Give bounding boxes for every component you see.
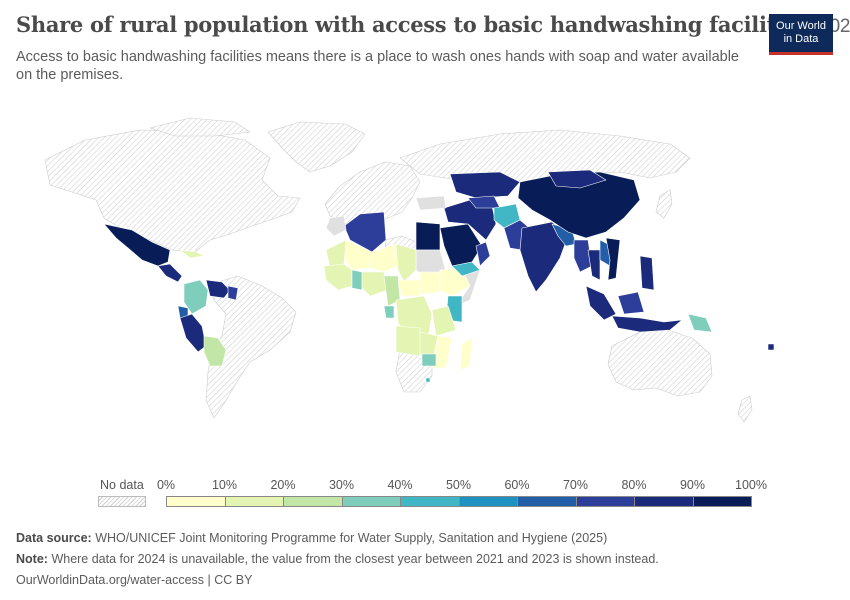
legend-bin[interactable] (166, 496, 226, 507)
note-text: Where data for 2024 is unavailable, the … (51, 552, 659, 566)
venezuela (205, 279, 231, 299)
philippines (639, 255, 655, 291)
url-row: OurWorldinData.org/water-access | CC BY (16, 570, 659, 591)
north-america (44, 129, 301, 253)
legend-bin[interactable] (458, 496, 518, 507)
legend-tick-label: 20% (270, 478, 296, 492)
logo-line-1: Our World (776, 20, 826, 32)
gabon (383, 305, 395, 319)
south-sudan (419, 271, 441, 295)
west-africa-coast (323, 263, 353, 291)
borneo (617, 291, 645, 315)
zimbabwe (421, 353, 437, 367)
japan (655, 189, 673, 219)
chart-title: Share of rural population with access to… (16, 12, 850, 38)
egypt (415, 221, 441, 251)
caribbean-cuba (179, 249, 205, 259)
peru (179, 313, 207, 353)
source-text[interactable]: WHO/UNICEF Joint Monitoring Programme fo… (95, 531, 608, 545)
footer: Data source: WHO/UNICEF Joint Monitoring… (16, 528, 659, 591)
legend-bin[interactable] (517, 496, 577, 507)
guyana (227, 285, 239, 301)
niger (369, 243, 403, 273)
source-row: Data source: WHO/UNICEF Joint Monitoring… (16, 528, 659, 549)
legend-tick-label: 0% (156, 478, 176, 492)
malaysia-sumatra (585, 285, 617, 321)
legend-tick-label: 100% (735, 478, 767, 492)
bolivia (203, 335, 227, 367)
china (517, 171, 641, 239)
arctic-islands (149, 117, 251, 137)
no-data-label: No data (100, 478, 144, 492)
source-url[interactable]: OurWorldinData.org/water-access | CC BY (16, 573, 253, 587)
new-zealand (737, 395, 753, 423)
legend-tick-label: 10% (211, 478, 238, 492)
kazakhstan (449, 171, 521, 199)
turkey-region (415, 195, 447, 211)
tanzania (431, 305, 457, 337)
madagascar (459, 337, 473, 371)
south-america-nodata (205, 275, 297, 419)
title-text: Share of rural population with access to… (16, 12, 809, 37)
legend-bin[interactable] (224, 496, 284, 507)
legend-bin[interactable] (400, 496, 460, 507)
thailand (587, 249, 601, 281)
myanmar (573, 239, 593, 273)
no-data-swatch (98, 496, 146, 507)
morocco (325, 215, 347, 237)
legend-bin[interactable] (341, 496, 401, 507)
ghana (351, 269, 363, 291)
source-label: Data source: (16, 531, 92, 545)
greenland (267, 121, 366, 173)
car (397, 279, 421, 297)
chad (395, 243, 417, 283)
owid-logo[interactable]: Our World in Data (769, 14, 833, 55)
legend-tick-label: 60% (504, 478, 530, 492)
legend-bin[interactable] (575, 496, 635, 507)
legend-tick-label: 50% (445, 478, 472, 492)
australia (607, 329, 713, 397)
yemen (451, 261, 481, 277)
legend-bin[interactable] (283, 496, 343, 507)
vietnam (605, 237, 621, 281)
nigeria (361, 271, 389, 297)
papua (687, 313, 713, 333)
mexico (103, 223, 171, 267)
logo-line-2: in Data (783, 33, 819, 45)
legend-tick-label: 40% (387, 478, 413, 492)
indonesia (611, 315, 683, 333)
colombia (183, 279, 209, 315)
mongolia (547, 169, 607, 189)
angola (395, 325, 421, 357)
legend-tick-label: 90% (679, 478, 706, 492)
world-map[interactable] (0, 100, 850, 470)
note-row: Note: Where data for 2024 is unavailable… (16, 549, 659, 570)
legend-tick-label: 30% (328, 478, 355, 492)
central-america (157, 263, 183, 283)
pacific-islands (767, 343, 775, 351)
russia (399, 129, 691, 185)
lesotho (425, 377, 431, 383)
legend-tick-label: 80% (621, 478, 647, 492)
legend-tick-label: 70% (562, 478, 589, 492)
legend-bin[interactable] (692, 496, 752, 507)
legend-bin[interactable] (634, 496, 694, 507)
note-label: Note: (16, 552, 48, 566)
chart-subtitle: Access to basic handwashing facilities m… (16, 49, 739, 83)
oman (475, 241, 491, 267)
